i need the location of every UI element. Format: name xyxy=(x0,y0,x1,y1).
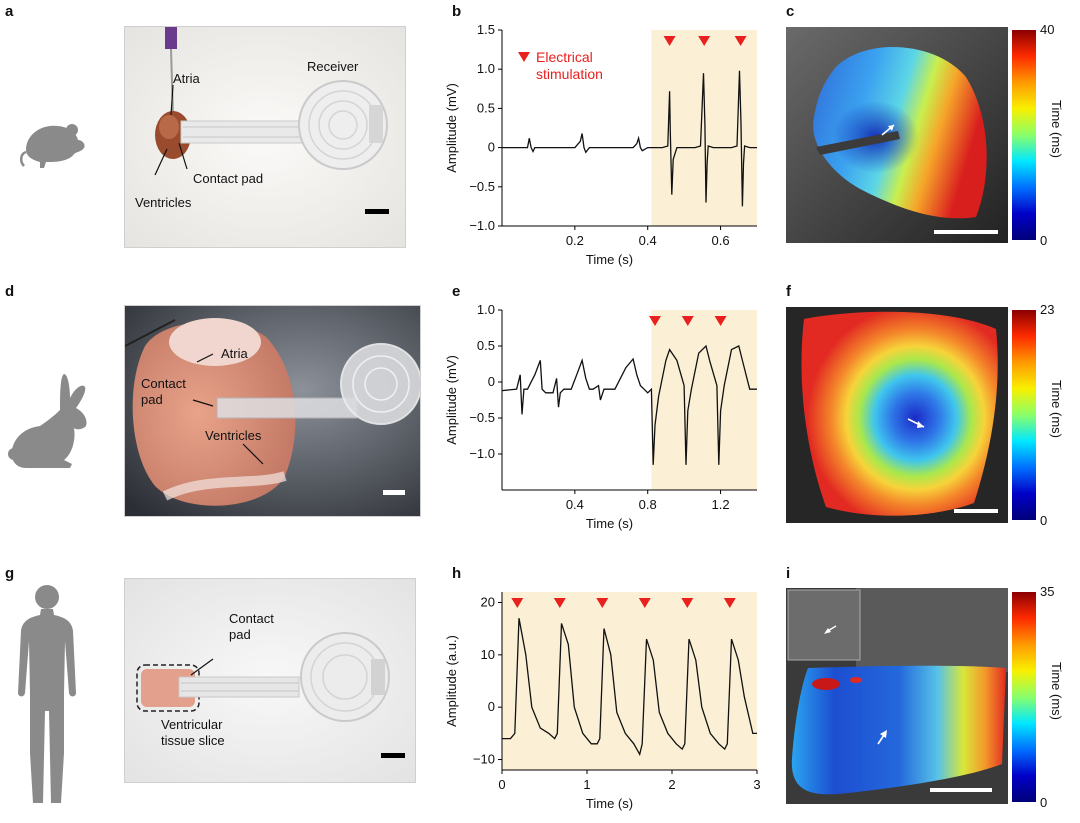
stim-marker-b xyxy=(663,36,676,46)
x-axis-label-h: Time (s) xyxy=(586,796,633,811)
stim-marker-e xyxy=(649,316,661,326)
trace-b xyxy=(502,70,757,207)
x-tick-label-h: 3 xyxy=(753,777,760,792)
y-tick-label-b: 0.5 xyxy=(477,100,495,115)
colorbar-i-max: 35 xyxy=(1040,584,1055,599)
colorbar-f-min: 0 xyxy=(1040,513,1048,528)
label-pad: pad xyxy=(229,627,251,642)
stim-marker-e xyxy=(714,316,727,326)
legend-text-line2: stimulation xyxy=(536,66,603,82)
legend-marker-b xyxy=(518,52,530,62)
rabbit-silhouette-icon xyxy=(8,374,87,468)
activation-map-rabbit xyxy=(786,307,1008,523)
label-ventricular: Ventricular xyxy=(161,717,223,732)
colorbar-i xyxy=(1012,592,1036,802)
y-tick-label-b: −0.5 xyxy=(469,179,495,194)
x-tick-label-h: 1 xyxy=(583,777,590,792)
y-tick-label-e: −0.5 xyxy=(469,410,495,425)
y-tick-label-b: 1.5 xyxy=(477,22,495,37)
x-tick-label-e: 0.8 xyxy=(639,497,657,512)
activation-map-mouse xyxy=(786,27,1008,243)
x-tick-label-b: 0.2 xyxy=(566,233,584,248)
label-ventricles: Ventricles xyxy=(135,195,192,210)
y-tick-label-h: 10 xyxy=(481,647,495,662)
colorbar-c-max: 40 xyxy=(1040,22,1055,37)
y-tick-label-h: 20 xyxy=(481,594,495,609)
x-tick-label-e: 0.4 xyxy=(566,497,584,512)
label-pad: pad xyxy=(141,392,163,407)
colorbar-c-label: Time (ms) xyxy=(1049,100,1064,159)
y-tick-label-e: −1.0 xyxy=(469,446,495,461)
mouse-silhouette-icon xyxy=(20,124,85,168)
stim-marker-h xyxy=(723,598,736,608)
photo-human-tissue-device: Contact pad Ventricular tissue slice xyxy=(124,578,416,783)
trace-h xyxy=(502,618,757,757)
label-ventricles: Ventricles xyxy=(205,428,262,443)
x-axis-label-e: Time (s) xyxy=(586,516,633,531)
label-contact: Contact xyxy=(229,611,274,626)
chart-e-electrogram-rabbit: −1.0 −0.5 0 0.5 1.0 0.4 0.8 1.2 Time (s) Amplitud… xyxy=(444,302,757,531)
panel-letter-a: a xyxy=(5,3,14,20)
panel-letter-c: c xyxy=(786,3,795,20)
y-axis-label-b: Amplitude (mV) xyxy=(444,83,459,173)
x-tick-label-b: 0.6 xyxy=(712,233,730,248)
stim-marker-b xyxy=(698,36,711,46)
y-tick-label-b: 1.0 xyxy=(477,61,495,76)
photo-mouse-heart-device: Atria Receiver Contact pad Ventricles xyxy=(124,26,406,248)
stim-marker-e xyxy=(681,316,694,326)
trace-e xyxy=(501,344,757,465)
label-contact-pad: Contact pad xyxy=(193,171,264,186)
colorbar-i-label: Time (ms) xyxy=(1049,662,1064,721)
panel-letter-e: e xyxy=(452,283,461,300)
colorbar-f-max: 23 xyxy=(1040,302,1055,317)
colorbar-f-label: Time (ms) xyxy=(1049,380,1064,439)
photo-rabbit-heart-device: Atria Contact pad Ventricles xyxy=(124,305,421,517)
panel-letter-h: h xyxy=(452,565,462,582)
colorbar-f xyxy=(1012,310,1036,520)
y-tick-label-e: 0.5 xyxy=(477,338,495,353)
stim-region-e xyxy=(651,310,757,490)
stim-marker-h xyxy=(511,598,524,608)
legend-text-line1: Electrical xyxy=(536,49,593,65)
stim-marker-h xyxy=(596,598,609,608)
label-tissue-slice: tissue slice xyxy=(161,733,225,748)
label-atria: Atria xyxy=(221,346,248,361)
stim-marker-b xyxy=(734,36,747,46)
panel-letter-i: i xyxy=(786,565,791,582)
x-tick-label-h: 2 xyxy=(668,777,675,792)
human-silhouette-icon xyxy=(18,585,76,803)
stim-region-h xyxy=(502,592,757,770)
x-tick-label-h: 0 xyxy=(498,777,505,792)
x-axis-label-b: Time (s) xyxy=(586,252,633,267)
y-tick-label-h: 0 xyxy=(488,699,495,714)
y-tick-label-b: −1.0 xyxy=(469,218,495,233)
label-receiver: Receiver xyxy=(307,59,359,74)
label-contact: Contact xyxy=(141,376,186,391)
y-axis-label-e: Amplitude (mV) xyxy=(444,355,459,445)
x-tick-label-e: 1.2 xyxy=(712,497,730,512)
colorbar-c-min: 0 xyxy=(1040,233,1048,248)
y-axis-label-h: Amplitude (a.u.) xyxy=(444,635,459,727)
stim-marker-h xyxy=(638,598,651,608)
panel-letter-g: g xyxy=(5,565,15,582)
x-tick-label-b: 0.4 xyxy=(639,233,657,248)
activation-map-human xyxy=(786,588,1008,804)
colorbar-c xyxy=(1012,30,1036,240)
panel-letter-b: b xyxy=(452,3,462,20)
panel-letter-d: d xyxy=(5,283,15,300)
y-tick-label-h: −10 xyxy=(473,752,495,767)
colorbar-i-min: 0 xyxy=(1040,795,1048,810)
y-tick-label-e: 1.0 xyxy=(477,302,495,317)
y-tick-label-b: 0 xyxy=(488,140,495,155)
stim-marker-h xyxy=(553,598,566,608)
panel-letter-f: f xyxy=(786,283,791,300)
stim-marker-h xyxy=(681,598,694,608)
label-atria: Atria xyxy=(173,71,200,86)
y-tick-label-e: 0 xyxy=(488,374,495,389)
chart-b-electrogram-mouse: −1.0 −0.5 0 0.5 1.0 1.5 0.2 0.4 0.6 Time (s) Ampli… xyxy=(444,22,757,267)
